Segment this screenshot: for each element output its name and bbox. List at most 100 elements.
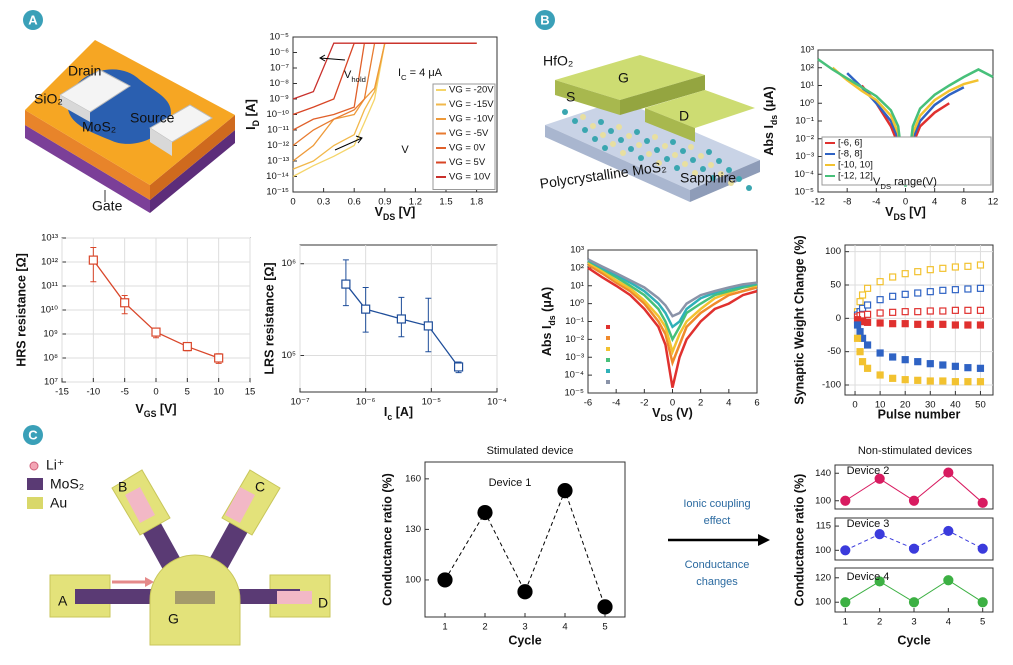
legend-swatch [606, 347, 610, 351]
x-axis-label-part: V [375, 205, 384, 219]
data-point [964, 262, 972, 270]
x-tick-label: 4 [562, 622, 567, 633]
series-line [587, 261, 758, 356]
x-tick-label: -5 [120, 387, 128, 398]
shape [645, 90, 755, 128]
annotation-part: Device 1 [489, 477, 532, 489]
x-axis-label-part: [V] [156, 402, 176, 416]
x-tick-label: 0.3 [317, 197, 330, 208]
shape [150, 128, 172, 156]
x-tick-label: 1 [843, 617, 848, 628]
x-axis-label-part: V [885, 205, 894, 219]
x-tick-label: 10⁻⁵ [422, 397, 442, 408]
atom [688, 144, 694, 150]
data-point [901, 290, 909, 298]
x-tick-label: -4 [872, 197, 880, 208]
data-point [964, 321, 972, 329]
annotation: VDS range(V) [873, 176, 937, 191]
y-tick-label: 10⁻¹¹ [267, 125, 289, 136]
data-point [876, 309, 884, 317]
x-tick-label: -15 [55, 387, 69, 398]
data-point [908, 543, 920, 554]
x-tick-label: 3 [911, 617, 916, 628]
annotation-part: Device 4 [847, 571, 890, 583]
x-tick-label: 10 [875, 400, 886, 411]
data-point [939, 264, 947, 272]
legend-label: MoS₂ [50, 476, 84, 492]
data-point [926, 307, 934, 315]
atom [598, 119, 604, 125]
panel-badge [23, 425, 43, 445]
data-point [901, 308, 909, 316]
data-point [863, 341, 872, 349]
data-point [876, 371, 884, 379]
y-tick-label: 10⁻⁶ [270, 47, 290, 58]
label: Drain [68, 63, 101, 79]
data-point [876, 349, 884, 357]
y-axis-label-part: Abs I [762, 125, 776, 156]
legend-label: [-10, 10] [838, 160, 873, 171]
legend-label: VG = -10V [449, 114, 494, 125]
y-tick-label: 10⁻² [565, 334, 584, 345]
x-axis-label-part: V [135, 402, 144, 416]
atom [728, 180, 734, 186]
data-point [908, 495, 920, 506]
data-point [214, 353, 224, 363]
legend-label: VG = -20V [449, 85, 494, 96]
series-line [444, 489, 606, 608]
x-tick-label: 8 [961, 197, 966, 208]
data-point [853, 321, 862, 329]
label: G [618, 70, 629, 86]
x-tick-label: 0 [290, 197, 295, 208]
legend-swatch [606, 369, 610, 373]
y-axis-label-part: D [251, 120, 261, 126]
y-tick-label: 115 [816, 521, 831, 532]
x-tick-label: -6 [584, 398, 592, 409]
label: B [118, 479, 127, 495]
annotation-part: Device 2 [847, 465, 890, 477]
label: MoS₂ [82, 119, 116, 135]
y-axis-label-part: (μA) [762, 86, 776, 114]
y-axis-label: Abs Ids (μA) [540, 287, 557, 356]
data-point [939, 361, 947, 369]
data-point [477, 504, 493, 521]
x-tick-label: 1 [442, 622, 447, 633]
label: D [318, 595, 328, 611]
atom [626, 133, 632, 139]
legend-swatch [606, 325, 610, 329]
data-point [453, 362, 464, 372]
atom [664, 156, 670, 162]
device-b [545, 55, 760, 202]
y-tick-label: 10⁻⁴ [564, 370, 584, 381]
data-point [964, 306, 972, 314]
y-tick-label: 10⁻⁸ [269, 78, 289, 89]
y-axis-label: Abs Ids (μA) [762, 86, 779, 155]
x-tick-label: 0.6 [348, 197, 361, 208]
atom [690, 157, 696, 163]
data-point [863, 310, 872, 318]
atom [710, 175, 716, 181]
annotation-part: range(V) [891, 176, 937, 188]
data-point [874, 473, 885, 484]
x-axis-label: VGS [V] [135, 402, 176, 419]
shape [25, 125, 150, 213]
annotation-part: I [398, 67, 401, 79]
label: G [168, 611, 179, 627]
atom [682, 161, 688, 167]
data-point [926, 377, 934, 385]
y-tick-label: 100 [815, 597, 831, 608]
atom [616, 124, 622, 130]
data-point [976, 284, 985, 292]
data-point [901, 320, 909, 328]
data-point [976, 378, 985, 386]
y-tick-label: 120 [815, 572, 831, 583]
data-point [557, 483, 573, 499]
label: D [679, 108, 689, 124]
x-tick-label: 0 [670, 398, 675, 409]
shape [690, 160, 760, 202]
data-point [914, 289, 922, 297]
y-axis-label-part: (μA) [540, 287, 554, 315]
data-point [914, 268, 922, 276]
panel-badge [535, 10, 555, 30]
